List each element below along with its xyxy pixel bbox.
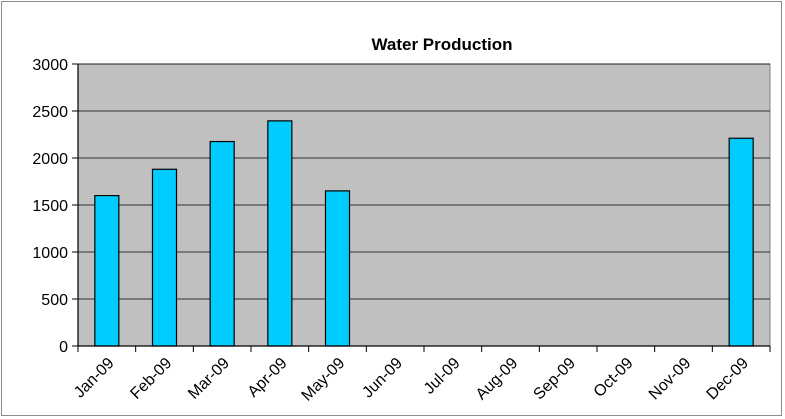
chart-title: Water Production	[371, 35, 512, 54]
x-tick-label: Sep-09	[530, 355, 579, 404]
x-tick-label: Nov-09	[646, 355, 695, 404]
x-tick-label: Jun-09	[359, 355, 406, 402]
x-tick-label: Jul-09	[421, 355, 464, 398]
y-tick-label: 1500	[32, 198, 68, 215]
x-tick-label: Aug-09	[473, 355, 522, 404]
y-tick-label: 2500	[32, 104, 68, 121]
x-tick-label: Apr-09	[245, 355, 291, 401]
bar-apr-09	[267, 120, 293, 347]
x-tick-label: May-09	[299, 355, 349, 405]
y-tick-label: 500	[41, 292, 68, 309]
y-tick-label: 0	[59, 339, 68, 356]
x-tick-label: Feb-09	[127, 355, 175, 403]
x-tick-label: Dec-09	[704, 355, 753, 404]
x-tick-label: Oct-09	[591, 355, 637, 401]
x-tick-label: Mar-09	[185, 355, 233, 403]
bar-feb-09	[151, 168, 178, 347]
x-tick-label: Jan-09	[71, 355, 118, 402]
bar-may-09	[324, 190, 351, 347]
bar-jan-09	[94, 195, 120, 347]
y-tick-label: 2000	[32, 151, 68, 168]
y-tick-label: 1000	[32, 245, 68, 262]
axes	[77, 64, 771, 352]
y-tick-labels: 0 500 1000 1500 2000 2500 3000	[32, 57, 68, 356]
bar-mar-09	[209, 140, 235, 347]
gridlines	[72, 63, 770, 347]
y-tick-label: 3000	[32, 57, 68, 74]
bar-dec-09	[728, 137, 754, 347]
x-tick-labels: Jan-09 Feb-09 Mar-09 Apr-09 May-09 Jun-09 Jul-…	[71, 355, 752, 405]
